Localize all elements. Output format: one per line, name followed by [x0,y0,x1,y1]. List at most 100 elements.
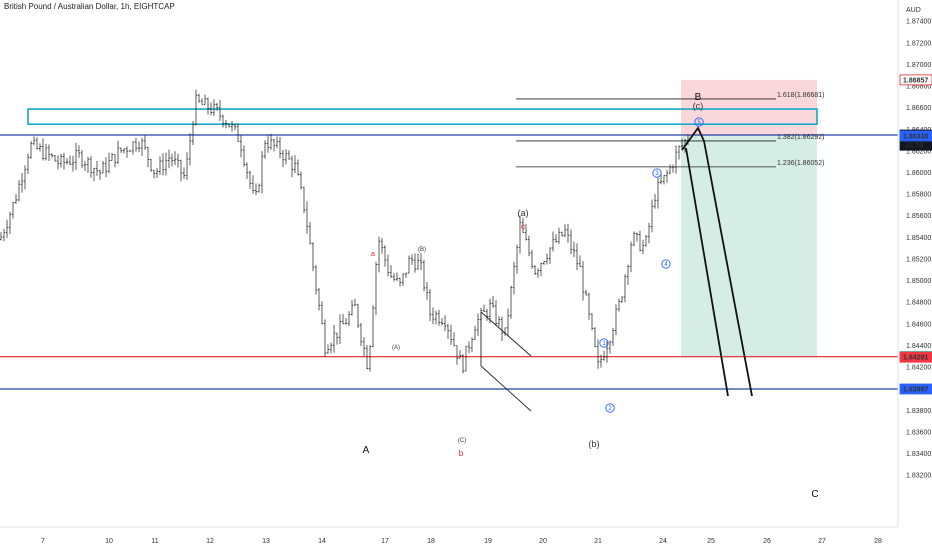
candle [29,140,33,159]
candle [302,186,306,213]
candle [179,159,183,182]
candle [359,322,363,347]
candle [422,259,426,292]
candle [128,149,132,152]
candle [305,201,309,234]
candle [290,155,294,178]
price-tag-text: 1.86338 [903,133,928,140]
wave-marker-number: 4 [664,262,668,268]
take-profit-zone [681,135,817,357]
candle [542,261,546,265]
resistance-zone [27,108,818,126]
candle [122,148,126,154]
candle [599,354,603,368]
candle [56,155,60,170]
wave-marker-4: 4 [661,259,671,269]
candle [662,174,666,185]
candle [14,194,18,204]
candle [77,145,81,158]
candle [323,319,327,357]
candle [587,292,591,320]
price-tag-6: 1.83997 [899,383,932,395]
candle [101,160,105,174]
wave-label: a [371,251,375,258]
candle [83,161,87,172]
time-tick-label: 20 [539,538,547,545]
price-tag-5: 1.84291 [899,351,932,363]
candle [605,341,609,363]
wave-marker-circle [605,403,615,413]
candle [146,146,150,168]
time-axis: 7 10 11 12 13 14 17 18 19 20 21 24 25 26 27 28 [0,526,898,545]
candle [665,170,669,183]
candle [272,138,276,152]
wave-label: (A) [392,345,400,351]
candle [590,313,594,331]
candle [437,309,441,326]
candle [203,94,207,105]
candle [641,239,645,255]
price-tick-label: 1.84600 [906,321,931,328]
candle [287,150,291,160]
price-tick-label: 1.86800 [906,84,931,91]
candle [377,236,381,273]
candle [89,156,93,178]
channel-line-upper [480,311,532,357]
candle [248,170,252,189]
price-tick-label: 1.83200 [906,473,931,480]
wave-label: (b) [589,439,600,449]
candle [74,142,78,170]
wave-marker-number: 3 [655,171,659,177]
candle [383,245,387,267]
candle [155,168,159,178]
candle [275,136,279,149]
candle [578,255,582,268]
price-tick-label: 1.86600 [906,105,931,112]
candle [131,141,135,155]
candle [602,350,606,361]
candles-layer [0,89,690,374]
wave-label: (B) [418,247,426,253]
candle [536,268,540,278]
candle [554,234,558,243]
candle [407,255,411,274]
candle [242,145,246,167]
wave-label: A [363,445,370,456]
candle [524,223,528,241]
candle [593,327,597,348]
candle [176,153,180,168]
candle [545,253,549,265]
candle [521,217,525,233]
candle [650,199,654,233]
candle [464,345,468,372]
candle [380,238,384,254]
candle [143,135,147,150]
candle [671,164,675,173]
candle [449,324,453,345]
price-axis: AUD 1.87400 1.87200 1.87000 1.86800 1.86600 1.… [897,0,932,527]
chart-title: British Pound / Australian Dollar, 1h, E… [4,2,175,11]
candle [353,298,357,306]
candle [431,307,435,325]
price-tag-3: 1.86338 [899,130,932,142]
candle [293,155,297,174]
candle [512,261,516,295]
wave-label: (a) [518,208,529,218]
candle [98,169,102,180]
candle [236,123,240,142]
candle [59,153,63,168]
candle [173,151,177,166]
wave-marker-circle [694,117,704,127]
time-tick-label: 17 [381,538,389,545]
candle [551,231,555,252]
zones-layer [27,79,818,357]
candle [257,183,261,193]
candle [611,327,615,346]
candle [227,123,231,128]
time-tick-label: 24 [659,538,667,545]
candle [470,337,474,353]
candle [617,298,621,312]
candle [134,137,138,152]
candle [572,241,576,258]
